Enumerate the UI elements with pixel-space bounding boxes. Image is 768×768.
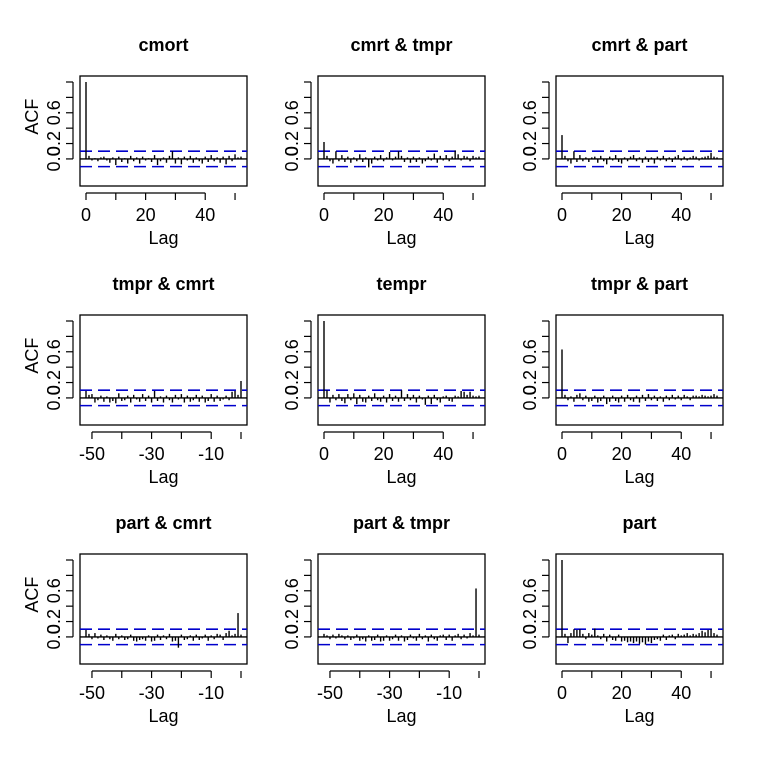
y-tick-label: 0.6 [520,100,540,125]
plot-frame [555,75,724,187]
acf-panel: tmpr & part 0 20 40 Lag 0.00.2 0.6 [520,274,724,487]
x-axis-label: Lag [386,706,416,726]
panel-title: tmpr & cmrt [112,274,214,294]
y-tick-label: 0.6 [44,339,64,364]
plot-frame [555,553,724,665]
y-tick-label: 0.0 [282,146,302,171]
y-tick-label: 0.0 [44,624,64,649]
x-axis-label: Lag [624,228,654,248]
panel-title: tmpr & part [591,274,688,294]
x-tick-label: 40 [433,205,453,225]
plot-frame [79,75,248,187]
x-tick-label: -10 [198,683,224,703]
x-tick-label: -30 [139,683,165,703]
panel-title: cmort [138,35,188,55]
x-tick-label: -30 [139,444,165,464]
x-tick-label: 20 [374,205,394,225]
acf-panel: part & tmpr -50 -30 -10 Lag 0.00.2 0.6 [282,513,486,726]
panel-title: cmrt & tmpr [350,35,452,55]
y-tick-label: 0.6 [44,100,64,125]
y-tick-label: 0.2 [282,131,302,156]
x-tick-label: 0 [557,205,567,225]
y-axis-label: ACF [22,338,42,374]
y-tick-label: 0.0 [282,624,302,649]
x-tick-label: 0 [557,444,567,464]
y-tick-label: 0.2 [282,609,302,634]
x-tick-label: -10 [198,444,224,464]
x-tick-label: -10 [436,683,462,703]
y-tick-label: 0.2 [520,370,540,395]
plot-frame [317,75,486,187]
x-tick-label: 20 [374,444,394,464]
x-tick-label: 0 [319,205,329,225]
x-tick-label: 0 [557,683,567,703]
x-tick-label: -50 [317,683,343,703]
y-axis-label: ACF [22,577,42,613]
x-axis-label: Lag [386,228,416,248]
x-tick-label: 20 [612,683,632,703]
y-axis-label: ACF [22,99,42,135]
panel-title: tempr [376,274,426,294]
x-tick-label: -30 [377,683,403,703]
plot-frame [79,314,248,426]
x-axis-label: Lag [624,467,654,487]
y-tick-label: 0.6 [44,578,64,603]
y-tick-label: 0.0 [44,146,64,171]
x-tick-label: 20 [612,205,632,225]
x-tick-label: -50 [79,444,105,464]
x-tick-label: 40 [671,444,691,464]
x-axis-label: Lag [386,467,416,487]
x-tick-label: 20 [612,444,632,464]
x-tick-label: 40 [195,205,215,225]
y-tick-label: 0.0 [520,385,540,410]
x-tick-label: 40 [671,205,691,225]
x-tick-label: 0 [81,205,91,225]
y-tick-label: 0.0 [520,624,540,649]
y-tick-label: 0.0 [520,146,540,171]
plot-frame [79,553,248,665]
y-tick-label: 0.0 [44,385,64,410]
x-axis-label: Lag [148,467,178,487]
x-axis-label: Lag [148,228,178,248]
plot-frame [317,553,486,665]
y-tick-label: 0.2 [44,131,64,156]
y-tick-label: 0.6 [282,578,302,603]
x-axis-label: Lag [148,706,178,726]
y-tick-label: 0.2 [520,609,540,634]
x-tick-label: 0 [319,444,329,464]
y-tick-label: 0.2 [44,370,64,395]
y-tick-label: 0.6 [282,339,302,364]
x-tick-label: 40 [671,683,691,703]
x-tick-label: 20 [136,205,156,225]
panel-title: cmrt & part [591,35,687,55]
acf-panel: cmrt & part 0 20 40 Lag 0.00.2 0.6 [520,35,724,248]
y-tick-label: 0.2 [520,131,540,156]
panel-title: part [622,513,656,533]
y-tick-label: 0.6 [282,100,302,125]
y-tick-label: 0.0 [282,385,302,410]
plot-frame [317,314,486,426]
panel-title: part & tmpr [353,513,450,533]
plot-frame [555,314,724,426]
x-tick-label: -50 [79,683,105,703]
acf-panel: tempr 0 20 40 Lag 0.00.2 0.6 [282,274,486,487]
y-tick-label: 0.6 [520,578,540,603]
x-tick-label: 40 [433,444,453,464]
x-axis-label: Lag [624,706,654,726]
acf-panel: cmrt & tmpr 0 20 40 Lag 0.00.2 0.6 [282,35,486,248]
y-tick-label: 0.2 [282,370,302,395]
acf-panel: part 0 20 40 Lag 0.00.2 0.6 [520,513,724,726]
panel-title: part & cmrt [115,513,211,533]
y-tick-label: 0.2 [44,609,64,634]
y-tick-label: 0.6 [520,339,540,364]
